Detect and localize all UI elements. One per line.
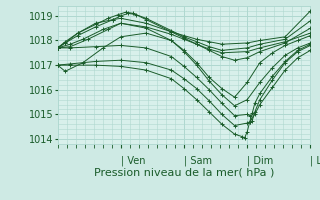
X-axis label: Pression niveau de la mer( hPa ): Pression niveau de la mer( hPa ) xyxy=(94,168,274,178)
Text: | Dim: | Dim xyxy=(247,155,274,166)
Text: | Lun: | Lun xyxy=(310,155,320,166)
Text: | Sam: | Sam xyxy=(184,155,212,166)
Text: | Ven: | Ven xyxy=(121,155,145,166)
